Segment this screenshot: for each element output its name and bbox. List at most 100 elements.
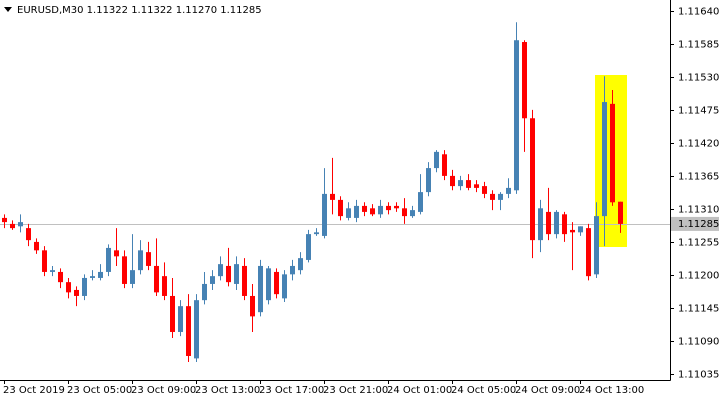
candle-body (42, 250, 47, 272)
candle-body (90, 276, 95, 278)
current-price-label: 1.11285 (678, 219, 719, 230)
candle-body (562, 214, 567, 235)
candle-body (538, 208, 543, 241)
candle-body (250, 295, 255, 317)
candle-body (506, 187, 511, 194)
y-tick-label: 1.11035 (678, 370, 719, 381)
candle-body (394, 205, 399, 209)
y-tick-label: 1.11475 (678, 106, 719, 117)
candle-body (362, 205, 367, 212)
candle-body (618, 201, 623, 224)
candle-body (522, 42, 527, 119)
candle-body (386, 205, 391, 211)
candle-body (18, 222, 23, 227)
y-tick-label: 1.11420 (678, 139, 719, 150)
candle-body (450, 175, 455, 187)
candle-body (570, 229, 575, 233)
current-price-box (671, 216, 719, 231)
candle-body (186, 306, 191, 356)
candle-body (474, 184, 479, 188)
candle-body (202, 283, 207, 301)
candle-body (514, 40, 519, 191)
x-tick-label: 23 Oct 09:00 (131, 385, 196, 396)
candle-body (434, 151, 439, 169)
candle-body (498, 193, 503, 200)
candle-body (290, 265, 295, 275)
candle-body (314, 232, 319, 235)
candle-body (426, 168, 431, 193)
y-tick-label: 1.11200 (678, 271, 719, 282)
chart-title: EURUSD,M30 1.11322 1.11322 1.11270 1.112… (17, 5, 262, 16)
candle-body (258, 265, 263, 313)
x-tick-label: 24 Oct 13:00 (579, 385, 644, 396)
candle-body (594, 216, 599, 275)
candle-body (226, 265, 231, 283)
candle-body (234, 264, 239, 284)
candle-body (578, 226, 583, 233)
x-tick-label: 24 Oct 09:00 (515, 385, 580, 396)
candle-body (194, 300, 199, 359)
y-tick-label: 1.11530 (678, 73, 719, 84)
candle-body (2, 217, 7, 223)
candle-body (138, 250, 143, 271)
candle-body (210, 276, 215, 284)
candle-body (354, 205, 359, 218)
candle-body (66, 282, 71, 293)
candle-body (154, 265, 159, 293)
candle-body (322, 193, 327, 236)
y-tick-label: 1.11090 (678, 337, 719, 348)
candle-body (418, 192, 423, 212)
x-tick-label: 24 Oct 01:00 (387, 385, 452, 396)
x-tick-label: 24 Oct 05:00 (451, 385, 516, 396)
candle-body (98, 271, 103, 278)
candle-body (330, 193, 335, 200)
candle-body (10, 223, 15, 229)
candle-body (410, 210, 415, 217)
candle-body (338, 199, 343, 217)
candle-body (114, 250, 119, 257)
candle-body (346, 208, 351, 218)
candle-body (282, 274, 287, 299)
candle-body (122, 256, 127, 284)
candle-body (146, 252, 151, 266)
candle-body (546, 211, 551, 235)
x-tick-label: 23 Oct 21:00 (323, 385, 388, 396)
x-tick-label: 23 Oct 2019 (3, 385, 65, 396)
candle-body (34, 241, 39, 251)
candle-body (378, 205, 383, 215)
candle-body (82, 277, 87, 296)
y-tick-label: 1.11310 (678, 205, 719, 216)
candle-body (370, 208, 375, 215)
candle-body (274, 271, 279, 295)
candle-body (218, 264, 223, 277)
y-tick-label: 1.11585 (678, 40, 719, 51)
candle-body (586, 228, 591, 277)
candle-body (610, 103, 615, 203)
candle-body (458, 180, 463, 187)
candle-body (242, 265, 247, 296)
candle-body (178, 306, 183, 332)
candle-body (74, 289, 79, 296)
x-tick-label: 23 Oct 05:00 (67, 385, 132, 396)
candle-body (530, 118, 535, 241)
candle-body (602, 102, 607, 217)
candle-body (466, 180, 471, 188)
candle-body (482, 186, 487, 194)
candle-body (162, 276, 167, 296)
candle-body (402, 208, 407, 217)
y-tick-label: 1.11365 (678, 172, 719, 183)
x-tick-label: 23 Oct 13:00 (195, 385, 260, 396)
candle-body (266, 268, 271, 301)
menu-icon[interactable] (4, 7, 12, 12)
x-tick-label: 23 Oct 17:00 (259, 385, 324, 396)
y-tick-label: 1.11255 (678, 238, 719, 249)
candle-body (490, 193, 495, 200)
candle-body (306, 234, 311, 260)
candle-body (298, 258, 303, 271)
candle-body (554, 211, 559, 235)
candle-body (58, 271, 63, 283)
candle-body (170, 295, 175, 332)
y-tick-label: 1.11640 (678, 7, 719, 18)
candle-body (50, 270, 55, 272)
